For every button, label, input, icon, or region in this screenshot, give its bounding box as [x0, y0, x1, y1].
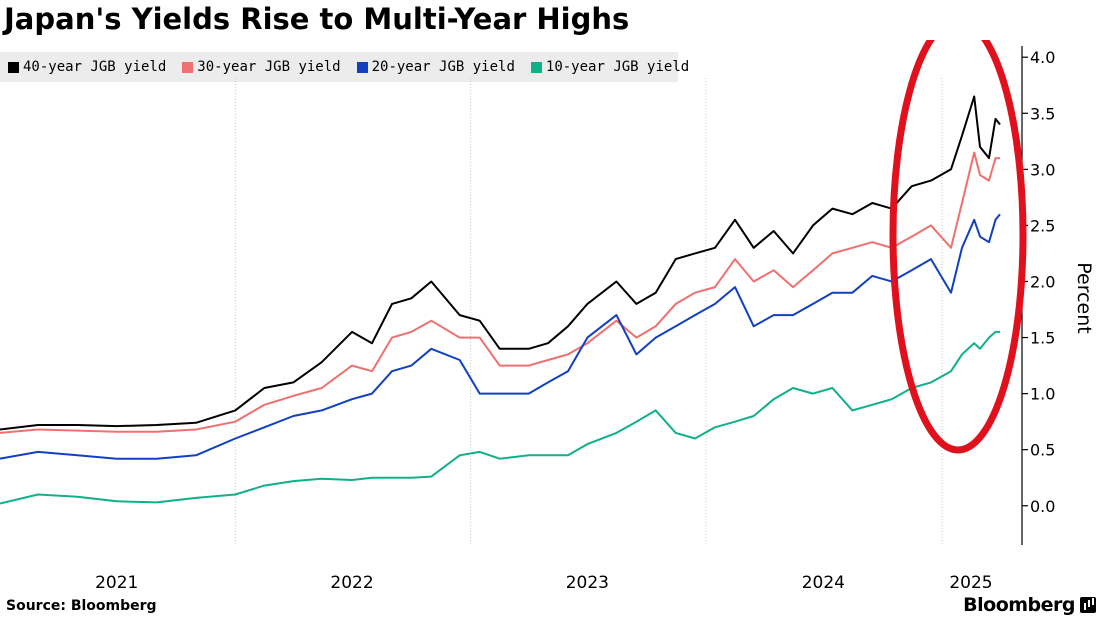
- highlight-ellipse: [889, 40, 1027, 454]
- y-tick-label: 2.5: [1030, 216, 1055, 235]
- y-tick-label: 3.0: [1030, 160, 1055, 179]
- legend-label: 10-year JGB yield: [545, 59, 690, 75]
- chart-title: Japan's Yields Rise to Multi-Year Highs: [4, 2, 630, 36]
- y-tick-label: 4.0: [1030, 48, 1055, 67]
- legend-item: 30-year JGB yield: [182, 59, 341, 75]
- x-tick-label: 2024: [802, 573, 845, 590]
- series-line-40y: [0, 95, 1001, 431]
- legend-item: 40-year JGB yield: [8, 59, 166, 75]
- series-line-10y: [0, 330, 1000, 505]
- line-chart: 4.0 3.5 3.0 2.5 2.0 1.5 1.0 0.5 0.0 Percent 2021 20…: [0, 40, 1095, 590]
- y-axis-label: Percent: [1073, 262, 1095, 334]
- series-line-30y: [0, 151, 1000, 434]
- legend-swatch: [530, 61, 542, 73]
- x-tick-label: 2023: [566, 573, 609, 590]
- brand-logo: Bloomberg: [963, 594, 1096, 616]
- y-tick-label: 1.5: [1030, 329, 1055, 348]
- series-line-20y: [0, 213, 1001, 460]
- y-tick-label: 1.0: [1030, 385, 1055, 404]
- legend-item: 10-year JGB yield: [530, 59, 690, 75]
- y-tick-label: 0.0: [1030, 497, 1055, 516]
- x-tick-label: 2025: [949, 573, 992, 590]
- legend-label: 40-year JGB yield: [23, 59, 167, 75]
- x-tick-label: 2022: [330, 573, 373, 590]
- legend: 40-year JGB yield 30-year JGB yield 20-yea…: [0, 52, 689, 82]
- legend-swatch: [8, 61, 19, 73]
- source-note: Source: Bloomberg: [6, 598, 157, 614]
- legend-label: 20-year JGB yield: [371, 59, 515, 75]
- y-tick-label: 0.5: [1030, 441, 1055, 460]
- brand-name: Bloomberg: [963, 594, 1075, 616]
- legend-item: 20-year JGB yield: [356, 59, 515, 75]
- y-tick-label: 2.0: [1030, 272, 1055, 291]
- y-tick-label: 3.5: [1030, 104, 1055, 123]
- bloomberg-terminal-icon: [1080, 597, 1096, 613]
- legend-swatch: [182, 61, 194, 73]
- x-tick-label: 2021: [95, 573, 138, 590]
- legend-swatch: [356, 61, 368, 73]
- legend-label: 30-year JGB yield: [197, 59, 341, 75]
